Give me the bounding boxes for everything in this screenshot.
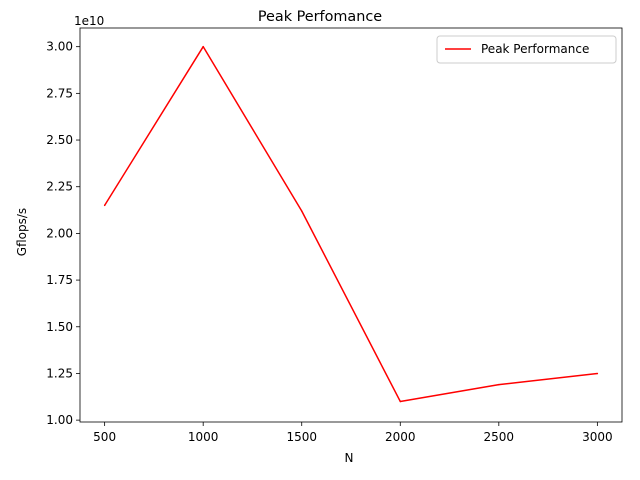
y-axis-label: Gflops/s	[15, 208, 29, 256]
series-line	[103, 45, 598, 403]
y-tick-label: 1.50	[46, 320, 73, 334]
x-tick-label: 1500	[286, 430, 317, 444]
x-tick-label: 500	[93, 430, 116, 444]
data-point	[202, 45, 204, 48]
y-tick-label: 2.50	[46, 133, 73, 147]
legend-label: Peak Performance	[481, 42, 589, 56]
axes-frame	[79, 27, 623, 423]
y-offset-text: 1e10	[74, 14, 104, 28]
plot-area: 500 1000 1500 2000 2500 3000 1.00 1.25 1.50 1.75 2…	[46, 27, 623, 444]
y-tick-label: 2.25	[46, 180, 73, 194]
y-tick-label: 1.25	[46, 366, 73, 380]
x-tick-label: 2000	[385, 430, 416, 444]
data-point	[498, 383, 500, 386]
y-tick-label: 2.75	[46, 86, 73, 100]
data-point	[596, 372, 599, 375]
y-tick-label: 1.75	[46, 273, 73, 287]
data-point	[399, 400, 402, 403]
x-tick-label: 2500	[484, 430, 515, 444]
x-axis-label: N	[345, 451, 354, 465]
x-tick-label: 3000	[582, 430, 613, 444]
y-tick-label: 3.00	[46, 40, 73, 54]
y-tick-label: 2.00	[46, 226, 73, 240]
legend: Peak Performance	[436, 35, 617, 64]
legend-box	[436, 35, 617, 64]
data-point	[103, 204, 106, 207]
data-point	[300, 210, 303, 212]
y-tick-label: 1.00	[46, 413, 73, 427]
x-tick-label: 1000	[188, 430, 219, 444]
chart-title: Peak Perfomance	[258, 9, 382, 25]
